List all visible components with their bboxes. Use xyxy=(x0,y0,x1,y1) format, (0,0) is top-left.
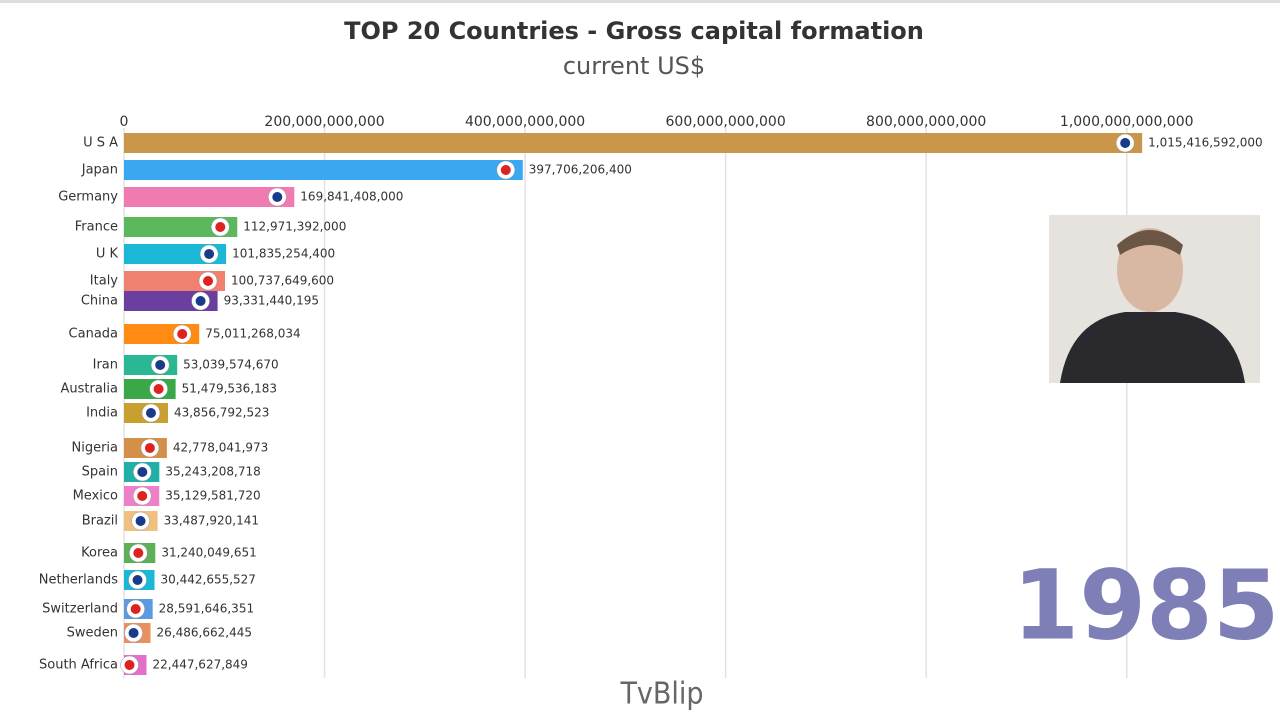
category-label: China xyxy=(81,294,118,309)
value-label: 93,331,440,195 xyxy=(224,294,319,308)
flag-emblem xyxy=(128,628,139,638)
category-label: Japan xyxy=(81,163,118,178)
chart-subtitle: current US$ xyxy=(563,52,705,80)
category-label: Spain xyxy=(82,465,118,480)
flag-emblem xyxy=(135,516,146,526)
value-label: 75,011,268,034 xyxy=(205,327,300,341)
category-label: Mexico xyxy=(73,489,118,504)
value-label: 26,486,662,445 xyxy=(157,626,252,640)
x-tick-label: 600,000,000,000 xyxy=(666,114,786,130)
value-label: 22,447,627,849 xyxy=(153,658,248,672)
category-label: Canada xyxy=(69,327,118,342)
value-label: 53,039,574,670 xyxy=(183,358,278,372)
category-label: Sweden xyxy=(67,626,118,641)
category-label: Australia xyxy=(60,382,118,397)
x-tick-label: 400,000,000,000 xyxy=(465,114,585,130)
flag-emblem xyxy=(500,165,511,175)
category-label: Korea xyxy=(81,546,118,561)
x-tick-label: 200,000,000,000 xyxy=(264,114,384,130)
flag-emblem xyxy=(215,222,226,232)
flag-emblem xyxy=(195,296,206,306)
flag-emblem xyxy=(130,604,141,614)
value-label: 31,240,049,651 xyxy=(161,546,256,560)
category-label: Germany xyxy=(58,190,118,205)
flag-emblem xyxy=(177,329,188,339)
value-label: 28,591,646,351 xyxy=(159,602,254,616)
flag-emblem xyxy=(204,249,215,259)
x-tick-label: 800,000,000,000 xyxy=(866,114,986,130)
bar xyxy=(124,187,295,207)
chart-title: TOP 20 Countries - Gross capital formati… xyxy=(344,17,924,45)
value-label: 42,778,041,973 xyxy=(173,441,268,455)
bar xyxy=(124,244,227,264)
value-label: 100,737,649,600 xyxy=(231,274,334,288)
category-label: Nigeria xyxy=(71,441,118,456)
value-label: 112,971,392,000 xyxy=(243,220,346,234)
category-label: Switzerland xyxy=(42,602,118,617)
year-label: 1985 xyxy=(1012,549,1279,661)
bar xyxy=(124,133,1143,153)
flag-emblem xyxy=(155,360,166,370)
category-label: Netherlands xyxy=(39,573,118,588)
bar xyxy=(124,160,523,180)
value-label: 35,243,208,718 xyxy=(165,465,260,479)
value-label: 1,015,416,592,000 xyxy=(1148,136,1263,150)
x-tick-label: 0 xyxy=(120,114,129,130)
flag-emblem xyxy=(132,575,143,585)
category-label: Brazil xyxy=(82,514,118,529)
bar xyxy=(124,271,226,291)
webcam xyxy=(1049,215,1260,383)
flag-emblem xyxy=(133,548,144,558)
value-label: 51,479,536,183 xyxy=(182,382,277,396)
watermark: TvBlip xyxy=(619,677,703,712)
value-label: 30,442,655,527 xyxy=(161,573,256,587)
flag-emblem xyxy=(272,192,283,202)
value-label: 43,856,792,523 xyxy=(174,406,269,420)
bar xyxy=(124,217,238,237)
category-label: India xyxy=(86,406,118,421)
value-label: 397,706,206,400 xyxy=(529,163,632,177)
top-border xyxy=(0,0,1280,3)
flag-emblem xyxy=(1120,138,1131,148)
flag-emblem xyxy=(145,408,156,418)
category-label: France xyxy=(75,220,118,235)
flag-emblem xyxy=(137,467,148,477)
flag-emblem xyxy=(124,660,135,670)
flag-emblem xyxy=(153,384,164,394)
category-label: South Africa xyxy=(39,658,118,673)
flag-emblem xyxy=(137,491,148,501)
category-label: U S A xyxy=(83,136,118,151)
category-label: Italy xyxy=(90,274,119,289)
flag-emblem xyxy=(144,443,155,453)
value-label: 169,841,408,000 xyxy=(300,190,403,204)
category-label: U K xyxy=(96,247,119,262)
value-label: 35,129,581,720 xyxy=(165,489,260,503)
value-label: 33,487,920,141 xyxy=(164,514,259,528)
category-label: Iran xyxy=(93,358,118,373)
flag-emblem xyxy=(203,276,214,286)
value-label: 101,835,254,400 xyxy=(232,247,335,261)
x-tick-label: 1,000,000,000,000 xyxy=(1060,114,1194,130)
